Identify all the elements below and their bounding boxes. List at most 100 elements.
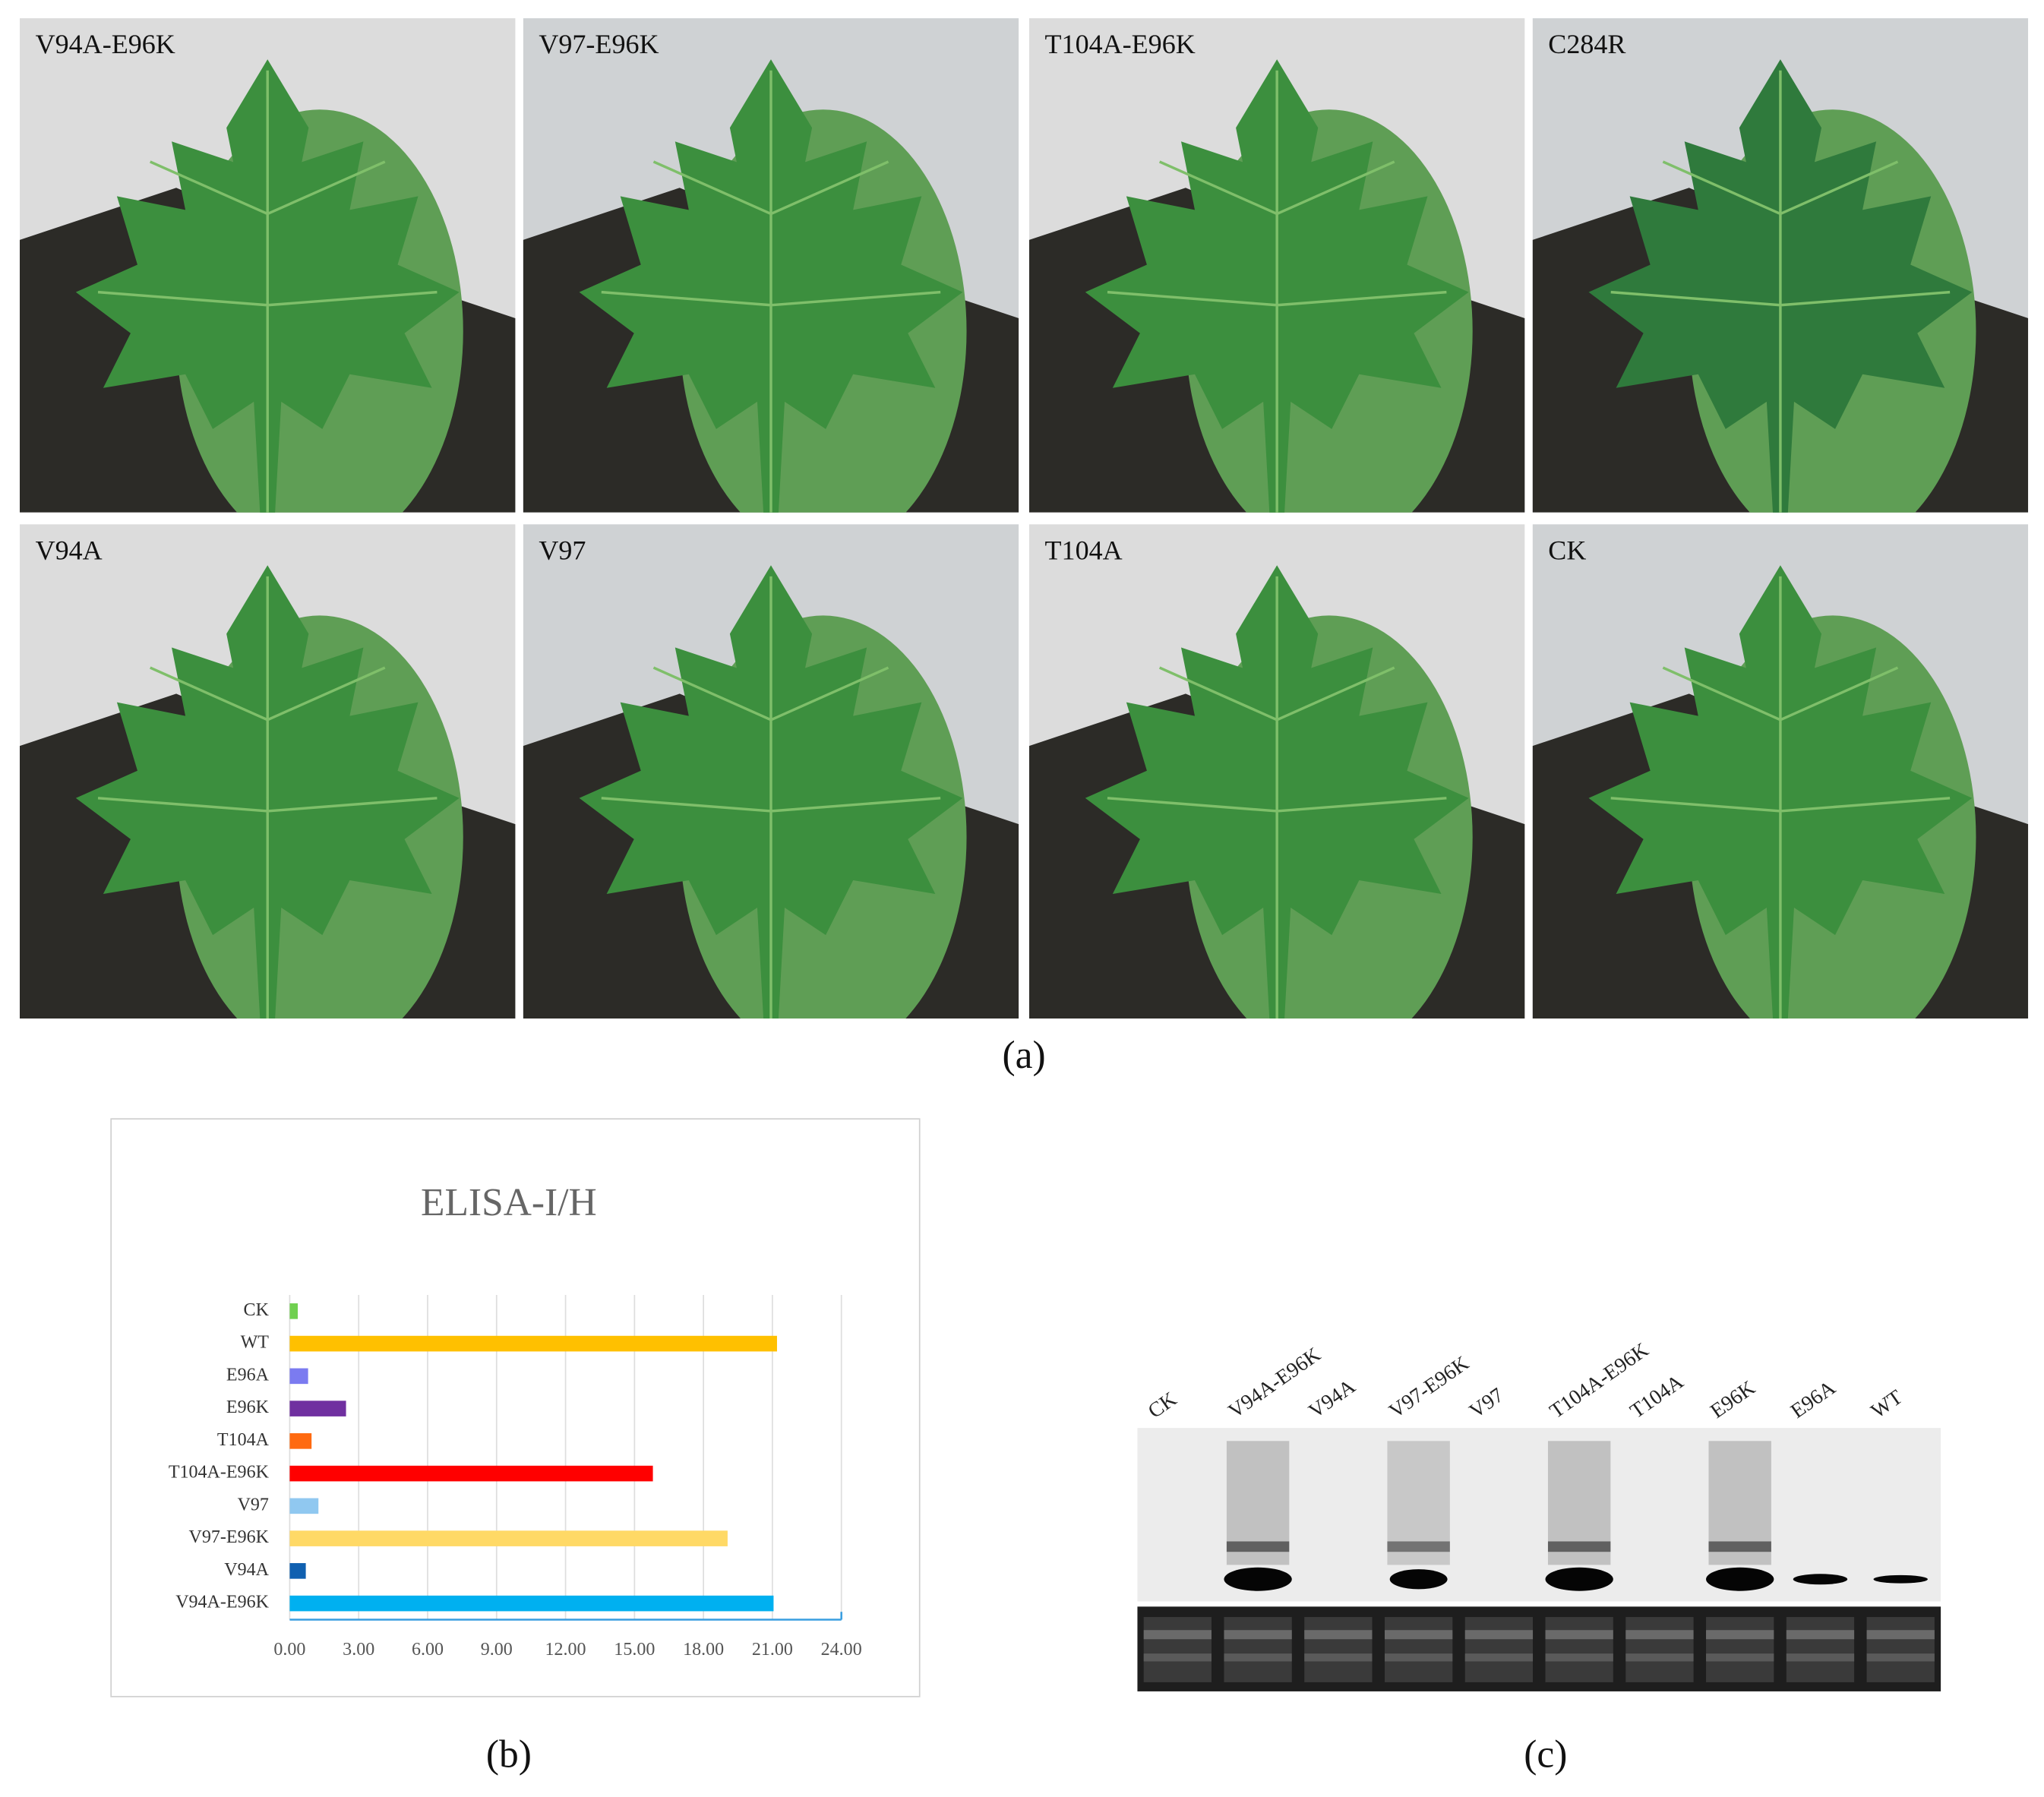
y-tick-label: E96A: [226, 1365, 270, 1385]
band: [1873, 1574, 1928, 1584]
rrna-band: [1304, 1630, 1373, 1640]
bar: [289, 1498, 319, 1514]
y-tick-label: WT: [241, 1333, 270, 1353]
y-tick-label: T104A-E96K: [169, 1463, 270, 1483]
band: [1545, 1567, 1613, 1591]
lane-label: V94A: [1304, 1375, 1359, 1423]
photo-label: V97-E96K: [539, 29, 659, 59]
bar: [289, 1563, 306, 1579]
leaf-veins: [1107, 576, 1447, 1019]
y-tick-label: V94A: [224, 1560, 269, 1580]
bar: [289, 1303, 299, 1319]
y-tick-label: T104A: [217, 1430, 270, 1450]
smear-band: [1708, 1541, 1771, 1552]
rrna-band: [1384, 1630, 1453, 1640]
leaf-veins: [1610, 70, 1951, 513]
photo-label: CK: [1548, 535, 1586, 565]
bar: [289, 1368, 308, 1385]
smear-band: [1547, 1541, 1611, 1552]
band: [1224, 1567, 1292, 1591]
rrna-band: [1866, 1630, 1935, 1640]
rrna-band: [1143, 1630, 1212, 1640]
x-tick-label: 12.00: [545, 1640, 586, 1660]
photo: V97: [523, 524, 1019, 1019]
leaf-veins: [601, 576, 941, 1019]
x-tick-label: 0.00: [273, 1640, 305, 1660]
photo-label: C284R: [1548, 29, 1625, 59]
x-tick-label: 3.00: [343, 1640, 374, 1660]
rrna-band: [1706, 1653, 1774, 1662]
x-tick-label: 9.00: [481, 1640, 513, 1660]
photo: CK: [1532, 524, 2029, 1019]
bar: [289, 1433, 312, 1449]
rrna-lane: [1786, 1617, 1855, 1682]
photo-label: V94A: [36, 535, 103, 565]
rrna-lane: [1143, 1617, 1212, 1682]
leaf-veins: [601, 70, 941, 513]
photo: V94A: [19, 524, 516, 1019]
rrna-lane: [1545, 1617, 1613, 1682]
y-tick-label: CK: [244, 1300, 270, 1320]
photo: V97-E96K: [523, 18, 1019, 513]
leaf-veins: [1610, 576, 1951, 1019]
photo: C284R: [1532, 18, 2029, 513]
x-tick-label: 15.00: [614, 1640, 655, 1660]
chart-title: ELISA-I/H: [421, 1181, 597, 1224]
panel-label: (c): [1524, 1732, 1567, 1776]
lane-label: E96K: [1706, 1376, 1759, 1423]
photo: T104A: [1028, 524, 1525, 1019]
photo-label: T104A: [1045, 535, 1123, 565]
rrna-band: [1143, 1653, 1212, 1662]
bar: [289, 1595, 774, 1612]
photo: T104A-E96K: [1028, 18, 1525, 513]
smear-band: [1226, 1541, 1290, 1552]
rrna-lane: [1304, 1617, 1373, 1682]
rrna-band: [1625, 1630, 1694, 1640]
x-tick-label: 24.00: [821, 1640, 862, 1660]
rrna-lane: [1866, 1617, 1935, 1682]
photo: V94A-E96K: [20, 18, 516, 513]
photo-label: T104A-E96K: [1045, 29, 1196, 59]
rrna-band: [1224, 1630, 1292, 1640]
bar-chart: 0.00 3.00 6.00 9.00 12.00 15.00 18.00 21.00 24.0…: [169, 1294, 862, 1660]
photo-label: V94A-E96K: [36, 29, 175, 59]
photo-label: V97: [539, 535, 586, 565]
leaf-veins: [97, 70, 438, 513]
y-tick-label: V97: [238, 1495, 269, 1514]
band: [1793, 1574, 1848, 1585]
rrna-band: [1625, 1653, 1694, 1662]
rrna-band: [1464, 1630, 1534, 1640]
rrna-band: [1224, 1653, 1292, 1662]
lane-label: CK: [1144, 1387, 1181, 1423]
leaf-veins: [1107, 70, 1447, 513]
rrna-band: [1384, 1653, 1453, 1662]
smear-band: [1387, 1541, 1450, 1552]
bar: [289, 1530, 728, 1546]
rrna-lane: [1464, 1617, 1534, 1682]
lane-label: E96A: [1787, 1376, 1840, 1423]
rrna-lane: [1224, 1617, 1292, 1682]
panel-label: (a): [1002, 1034, 1045, 1077]
rrna-band: [1464, 1653, 1534, 1662]
lane-label: WT: [1867, 1385, 1907, 1423]
bar: [289, 1465, 653, 1482]
rrna-band: [1545, 1653, 1613, 1662]
rrna-lane: [1384, 1617, 1453, 1682]
lane-label: T104A: [1625, 1370, 1687, 1423]
x-tick-label: 21.00: [752, 1640, 793, 1660]
x-tick-label: 18.00: [683, 1640, 724, 1660]
rrna-band: [1304, 1653, 1373, 1662]
leaf-veins: [97, 576, 438, 1019]
rrna-band: [1866, 1653, 1935, 1662]
rrna-band: [1786, 1630, 1855, 1640]
bar: [289, 1335, 777, 1352]
lane-label: V97: [1465, 1383, 1508, 1423]
rrna-band: [1786, 1653, 1855, 1662]
y-tick-label: E96K: [226, 1397, 270, 1417]
panel-label: (b): [486, 1732, 532, 1776]
rrna-lane: [1706, 1617, 1774, 1682]
photo-grid: V94A-E96K V97-E96K T104A-E96K C284R V94A V97 T…: [19, 18, 2029, 1019]
rrna-band: [1706, 1630, 1774, 1640]
